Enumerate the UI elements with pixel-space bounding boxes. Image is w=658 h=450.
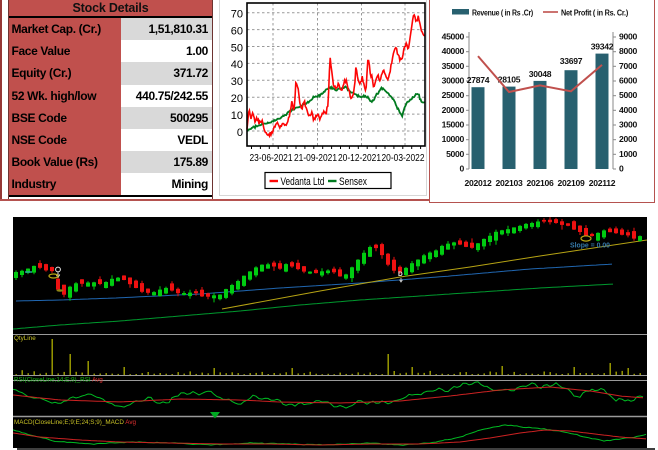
svg-text:20-12-2021: 20-12-2021 bbox=[338, 152, 381, 164]
svg-text:7000: 7000 bbox=[619, 61, 637, 71]
svg-text:40000: 40000 bbox=[442, 46, 465, 56]
svg-text:21-09-2021: 21-09-2021 bbox=[294, 152, 337, 164]
svg-text:QtyLine: QtyLine bbox=[14, 335, 36, 342]
svg-text:30000: 30000 bbox=[442, 76, 465, 86]
svg-text:0: 0 bbox=[619, 164, 624, 174]
svg-text:D: D bbox=[398, 271, 403, 278]
svg-text:Slope = 0.00: Slope = 0.00 bbox=[570, 243, 610, 250]
svg-text:70: 70 bbox=[231, 9, 243, 21]
svg-text:1000: 1000 bbox=[619, 149, 637, 159]
svg-text:202106: 202106 bbox=[527, 178, 554, 188]
svg-text:202112: 202112 bbox=[589, 178, 616, 188]
svg-text:6000: 6000 bbox=[619, 76, 637, 86]
svg-text:45000: 45000 bbox=[442, 32, 465, 42]
svg-text:3000: 3000 bbox=[619, 120, 637, 130]
svg-text:5000: 5000 bbox=[446, 149, 464, 159]
svg-text:MACD(CloseLine;E;9;E;24;S;9)_M: MACD(CloseLine;E;9;E;24;S;9)_MACD Avg bbox=[14, 419, 137, 426]
svg-text:20000: 20000 bbox=[442, 105, 465, 115]
svg-text:RSI(CloseLine;14;E;9)_RSI Avg: RSI(CloseLine;14;E;9)_RSI Avg bbox=[14, 377, 103, 384]
svg-text:27874: 27874 bbox=[467, 75, 490, 85]
svg-text:35000: 35000 bbox=[442, 61, 465, 71]
svg-text:202109: 202109 bbox=[558, 178, 585, 188]
svg-text:25000: 25000 bbox=[442, 90, 465, 100]
svg-text:30: 30 bbox=[231, 76, 243, 88]
svg-text:0: 0 bbox=[237, 127, 243, 139]
svg-text:Revenue ( in Rs .Cr): Revenue ( in Rs .Cr) bbox=[472, 8, 533, 18]
svg-text:5000: 5000 bbox=[619, 90, 637, 100]
svg-text:202103: 202103 bbox=[496, 178, 523, 188]
svg-text:30048: 30048 bbox=[529, 69, 552, 79]
svg-text:33697: 33697 bbox=[560, 56, 583, 66]
svg-text:Vedanta Ltd: Vedanta Ltd bbox=[281, 176, 325, 188]
svg-text:9000: 9000 bbox=[619, 32, 637, 42]
svg-text:Net Profit ( in Rs. Cr.): Net Profit ( in Rs. Cr.) bbox=[561, 8, 628, 18]
svg-text:28105: 28105 bbox=[498, 75, 521, 85]
svg-text:Sensex: Sensex bbox=[339, 176, 367, 188]
svg-text:2000: 2000 bbox=[619, 134, 637, 144]
svg-text:202012: 202012 bbox=[465, 178, 492, 188]
svg-text:50: 50 bbox=[231, 42, 243, 54]
svg-text:39342: 39342 bbox=[591, 42, 614, 52]
svg-text:4000: 4000 bbox=[619, 105, 637, 115]
svg-text:10: 10 bbox=[231, 110, 243, 122]
svg-text:20-03-2022: 20-03-2022 bbox=[382, 152, 425, 164]
svg-text:8000: 8000 bbox=[619, 46, 637, 56]
svg-text:15000: 15000 bbox=[442, 120, 465, 130]
svg-text:60: 60 bbox=[231, 25, 243, 37]
svg-text:0: 0 bbox=[460, 164, 465, 174]
svg-text:20: 20 bbox=[231, 93, 243, 105]
svg-text:23-06-2021: 23-06-2021 bbox=[250, 152, 293, 164]
svg-text:10000: 10000 bbox=[442, 134, 465, 144]
svg-text:40: 40 bbox=[231, 59, 243, 71]
